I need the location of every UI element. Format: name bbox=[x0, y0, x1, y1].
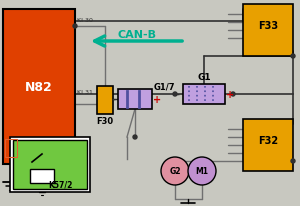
Circle shape bbox=[291, 55, 295, 59]
Bar bbox=[3, 10, 75, 164]
Text: +: + bbox=[226, 90, 234, 99]
Circle shape bbox=[73, 25, 77, 29]
Circle shape bbox=[291, 159, 295, 163]
Text: -: - bbox=[111, 95, 115, 104]
Text: N82: N82 bbox=[25, 81, 53, 94]
Bar bbox=[243, 119, 293, 171]
Bar bbox=[243, 5, 293, 57]
Text: -: - bbox=[176, 90, 180, 99]
Bar bbox=[10, 137, 90, 192]
Text: G2: G2 bbox=[169, 167, 181, 176]
Text: G1: G1 bbox=[197, 73, 211, 82]
Text: F30: F30 bbox=[96, 117, 114, 126]
Text: +: + bbox=[153, 95, 161, 104]
Text: G1/7: G1/7 bbox=[153, 82, 175, 91]
Bar bbox=[5, 139, 17, 157]
Circle shape bbox=[231, 92, 235, 97]
Bar bbox=[13, 140, 87, 189]
Bar bbox=[183, 85, 225, 104]
Text: CAN-B: CAN-B bbox=[118, 30, 157, 40]
Bar bbox=[30, 169, 54, 183]
Bar bbox=[97, 87, 113, 115]
Circle shape bbox=[133, 135, 137, 139]
Circle shape bbox=[161, 157, 189, 185]
Text: KI 31: KI 31 bbox=[77, 90, 93, 95]
Text: K57/2: K57/2 bbox=[48, 180, 72, 188]
Text: F32: F32 bbox=[258, 135, 278, 145]
Text: M1: M1 bbox=[196, 167, 208, 176]
Bar bbox=[118, 90, 152, 109]
Text: KI 30: KI 30 bbox=[77, 18, 93, 22]
Text: F33: F33 bbox=[258, 21, 278, 31]
Circle shape bbox=[173, 92, 177, 97]
Circle shape bbox=[188, 157, 216, 185]
